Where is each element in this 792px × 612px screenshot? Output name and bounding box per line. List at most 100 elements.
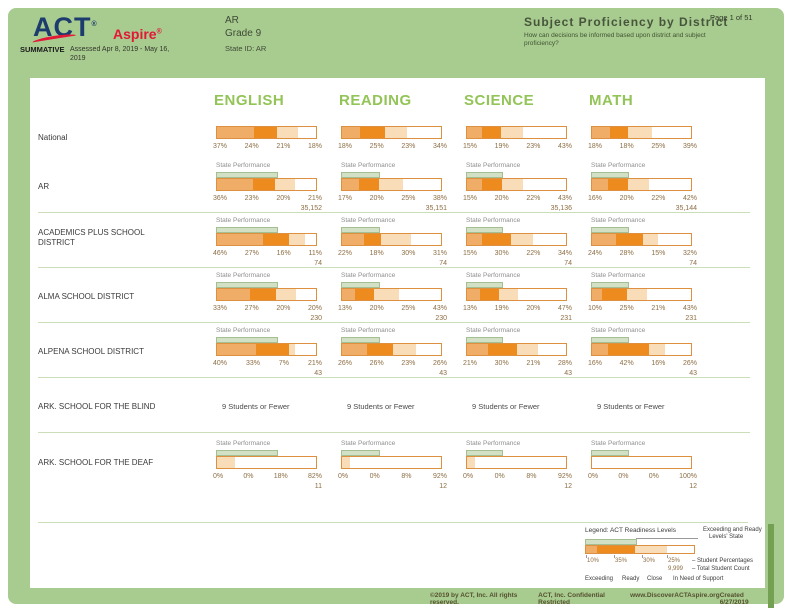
student-count: 230 — [310, 315, 322, 322]
percentage-value: 43% — [432, 305, 447, 312]
bar-percentages: 40% 33% 7% 21% — [213, 360, 322, 367]
bar-percentages: 26% 26% 23% 26% — [338, 360, 447, 367]
bar-segment-exceeding — [342, 289, 355, 300]
percentage-value: 20% — [307, 305, 322, 312]
percentage-value: 16% — [588, 360, 603, 367]
percentage-value: 43% — [682, 305, 697, 312]
legend-student-pct-note: – Student Percentages — [692, 558, 754, 564]
bar-segment-in-need-of-support — [415, 344, 441, 355]
legend-level-label: Close — [647, 576, 663, 582]
bar-segment-ready — [252, 179, 276, 190]
legend-tick-label: 30% — [643, 558, 656, 564]
state-performance-overlay — [591, 282, 630, 288]
bar-segment-exceeding — [342, 234, 364, 245]
bar-segment-close — [381, 234, 411, 245]
suppressed-note: 9 Students or Fewer — [597, 402, 665, 411]
student-count: 231 — [560, 315, 572, 322]
percentage-value: 25% — [619, 305, 634, 312]
legend-tick-line — [586, 555, 587, 558]
act-reg-mark: ® — [91, 21, 98, 28]
percentage-value: 15% — [463, 250, 478, 257]
percentage-value: 43% — [557, 195, 572, 202]
aspire-logo-text: Aspire — [113, 26, 157, 42]
percentage-value: 82% — [307, 473, 322, 480]
percentage-value: 33% — [245, 360, 260, 367]
legend-tick-line — [667, 555, 668, 558]
bar-segment-in-need-of-support — [649, 179, 691, 190]
bar-segment-close — [342, 457, 350, 468]
bar-segment-close — [289, 234, 306, 245]
bar-percentages: 24% 28% 15% 32% — [588, 250, 697, 257]
bar-percentages: 17% 20% 25% 38% — [338, 195, 447, 202]
percentage-value: 46% — [213, 250, 228, 257]
bar-segment-in-need-of-support — [403, 179, 441, 190]
student-count: 74 — [314, 260, 322, 267]
percentage-value: 10% — [588, 305, 603, 312]
state-performance-overlay — [341, 282, 381, 288]
percentage-value: 8% — [526, 473, 537, 480]
proficiency-bar — [591, 456, 692, 469]
percentage-value: 43% — [557, 143, 572, 150]
bar-segment-exceeding — [217, 179, 253, 190]
bar-segment-in-need-of-support — [532, 234, 566, 245]
row-label: National — [38, 133, 68, 142]
aspire-logo: Aspire® — [113, 26, 162, 42]
percentage-value: 18% — [588, 143, 603, 150]
bar-segment-in-need-of-support — [407, 127, 441, 138]
student-count: 74 — [564, 260, 572, 267]
suppressed-note: 9 Students or Fewer — [347, 402, 415, 411]
proficiency-bar — [466, 456, 567, 469]
bar-segment-in-need-of-support — [474, 457, 566, 468]
percentage-value: 25% — [651, 143, 666, 150]
bar-segment-exceeding — [342, 179, 359, 190]
state-performance-overlay — [216, 282, 278, 288]
percentage-value: 28% — [619, 250, 634, 257]
percentage-value: 20% — [526, 305, 541, 312]
percentage-value: 27% — [244, 305, 259, 312]
bar-segment-exceeding — [586, 546, 597, 553]
bar-percentages: 0% 0% 8% 92% — [463, 473, 572, 480]
student-count: 43 — [314, 370, 322, 377]
legend-state-overlay — [585, 539, 637, 545]
percentage-value: 21% — [651, 305, 666, 312]
proficiency-bar — [216, 178, 317, 191]
percentage-value: 30% — [494, 360, 509, 367]
aspire-reg-mark: ® — [156, 28, 162, 36]
bar-segment-ready — [256, 344, 289, 355]
proficiency-bar — [591, 233, 692, 246]
bar-segment-ready — [596, 546, 635, 553]
legend-state-note-line1: Exceeding and Ready — [703, 527, 762, 533]
percentage-value: 15% — [651, 250, 666, 257]
bar-segment-in-need-of-support — [658, 234, 690, 245]
bar-segment-close — [467, 457, 475, 468]
bar-percentages: 15% 20% 22% 43% — [463, 195, 572, 202]
state-performance-overlay — [466, 172, 504, 178]
bar-segment-close — [276, 289, 297, 300]
percentage-value: 19% — [494, 143, 509, 150]
bar-segment-in-need-of-support — [305, 234, 316, 245]
legend-sample-bar — [585, 545, 695, 554]
bar-segment-ready — [479, 289, 499, 300]
bar-segment-close — [277, 127, 299, 138]
percentage-value: 25% — [369, 143, 384, 150]
bar-segment-in-need-of-support — [523, 179, 566, 190]
state-performance-label: State Performance — [216, 162, 271, 169]
bar-percentages: 15% 19% 23% 43% — [463, 143, 572, 150]
footer: ©2019 by ACT, Inc. All rights reserved. … — [430, 592, 770, 606]
state-performance-label: State Performance — [216, 272, 271, 279]
proficiency-bar — [341, 456, 442, 469]
bar-segment-ready — [249, 289, 277, 300]
row-separator — [38, 377, 750, 378]
bar-segment-ready — [253, 127, 278, 138]
footer-website: www.DiscoverACTAspire.org — [630, 592, 720, 599]
proficiency-bar — [591, 178, 692, 191]
row-label: ARK. SCHOOL FOR THE BLIND — [38, 402, 156, 411]
percentage-value: 16% — [651, 360, 666, 367]
bar-segment-exceeding — [467, 289, 480, 300]
bar-segment-close — [288, 344, 296, 355]
state-performance-overlay — [341, 172, 381, 178]
state-performance-overlay — [591, 227, 630, 233]
state-performance-label: State Performance — [591, 162, 646, 169]
row-label: ALPENA SCHOOL DISTRICT — [38, 347, 144, 356]
